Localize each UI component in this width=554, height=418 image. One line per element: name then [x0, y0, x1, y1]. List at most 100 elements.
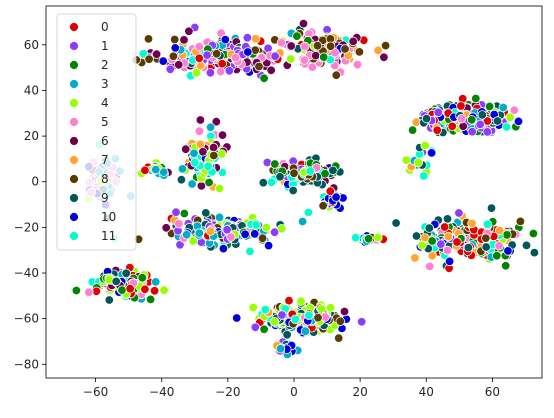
scatter-point-3 [150, 277, 161, 287]
scatter-point-6 [217, 130, 228, 140]
scatter-point-0 [125, 284, 135, 294]
scatter-point-1 [205, 68, 216, 78]
y-tick-label: −40 [14, 266, 39, 280]
scatter-point-1 [433, 107, 443, 118]
scatter-point-10 [249, 229, 260, 239]
scatter-point-0 [456, 101, 466, 111]
scatter-point-8 [254, 61, 264, 72]
scatter-point-1 [357, 317, 367, 327]
scatter-point-11 [245, 246, 255, 257]
scatter-point-9 [328, 165, 338, 176]
legend-marker-7 [69, 155, 79, 165]
scatter-point-0 [217, 59, 227, 69]
legend-marker-8 [69, 174, 79, 184]
scatter-point-9 [477, 110, 488, 120]
scatter-point-11 [482, 219, 493, 230]
legend-marker-3 [69, 79, 79, 89]
scatter-point-11 [501, 122, 512, 132]
scatter-point-6 [173, 60, 184, 70]
scatter-point-4 [214, 183, 225, 194]
scatter-point-10 [331, 192, 341, 202]
x-tick-label: −60 [83, 385, 108, 399]
scatter-point-4 [159, 285, 169, 295]
scatter-point-3 [275, 344, 286, 354]
scatter-point-11 [351, 232, 361, 243]
scatter-point-2 [467, 115, 477, 125]
scatter-point-9 [411, 231, 422, 241]
legend-marker-0 [69, 22, 79, 32]
scatter-point-8 [325, 41, 336, 51]
scatter-point-8 [143, 34, 154, 44]
scatter-point-7 [443, 231, 454, 242]
scatter-point-2 [179, 208, 190, 219]
scatter-point-5 [230, 52, 241, 63]
scatter-point-2 [471, 93, 481, 104]
scatter-point-4 [296, 296, 306, 306]
legend-marker-2 [69, 60, 79, 70]
scatter-point-7 [205, 226, 216, 236]
scatter-point-6 [311, 50, 321, 61]
scatter-point-4 [188, 236, 198, 246]
scatter-point-5 [300, 41, 310, 52]
scatter-point-6 [339, 306, 350, 317]
legend-label-9: 9 [101, 191, 109, 205]
scatter-point-3 [187, 179, 197, 189]
scatter-point-1 [224, 66, 235, 76]
scatter-point-11 [266, 177, 277, 187]
scatter-point-11 [203, 161, 213, 172]
scatter-point-1 [262, 157, 273, 168]
scatter-point-4 [417, 240, 427, 251]
scatter-point-10 [243, 47, 253, 57]
scatter-point-9 [176, 174, 187, 185]
scatter-point-10 [263, 240, 274, 251]
scatter-point-1 [250, 322, 261, 333]
scatter-point-2 [259, 324, 269, 335]
scatter-point-4 [413, 157, 424, 168]
scatter-point-3 [177, 164, 188, 174]
scatter-point-11 [260, 304, 271, 315]
scatter-point-1 [202, 50, 212, 60]
scatter-point-3 [151, 164, 161, 175]
scatter-point-6 [198, 147, 208, 157]
scatter-point-4 [373, 232, 383, 243]
scatter-point-11 [304, 310, 314, 321]
scatter-point-2 [484, 101, 495, 112]
scatter-point-5 [425, 261, 435, 272]
scatter-point-7 [427, 250, 438, 261]
scatter-point-10 [513, 116, 524, 127]
x-ticks: −60 −40 −20 0 20 40 60 [83, 378, 500, 399]
scatter-point-0 [194, 53, 205, 64]
scatter-point-4 [401, 155, 412, 165]
scatter-point-6 [286, 41, 296, 51]
scatter-point-5 [352, 59, 363, 70]
scatter-point-5 [456, 113, 467, 124]
scatter-point-3 [194, 228, 205, 238]
scatter-point-3 [158, 167, 169, 177]
legend-marker-5 [69, 117, 79, 127]
scatter-point-5 [494, 241, 504, 251]
scatter-point-6 [379, 52, 389, 63]
scatter-point-9 [121, 268, 131, 279]
scatter-point-6 [266, 65, 276, 76]
scatter-point-5 [174, 219, 184, 229]
scatter-point-9 [424, 223, 435, 233]
y-tick-label: −20 [14, 220, 39, 234]
scatter-point-6 [208, 142, 219, 153]
scatter-point-0 [325, 186, 336, 196]
scatter-point-6 [348, 36, 358, 47]
scatter-point-9 [275, 172, 285, 182]
scatter-point-6 [195, 115, 206, 125]
scatter-point-6 [211, 116, 222, 127]
scatter-point-6 [196, 181, 207, 191]
scatter-point-5 [84, 287, 94, 297]
scatter-point-2 [71, 285, 82, 296]
scatter-point-9 [521, 240, 532, 251]
scatter-point-8 [334, 333, 344, 343]
scatter-point-11 [190, 157, 200, 168]
scatter-point-11 [305, 166, 315, 176]
scatter-point-1 [165, 64, 176, 75]
scatter-point-8 [380, 40, 391, 51]
scatter-point-7 [467, 218, 477, 229]
scatter-point-8 [331, 70, 342, 80]
